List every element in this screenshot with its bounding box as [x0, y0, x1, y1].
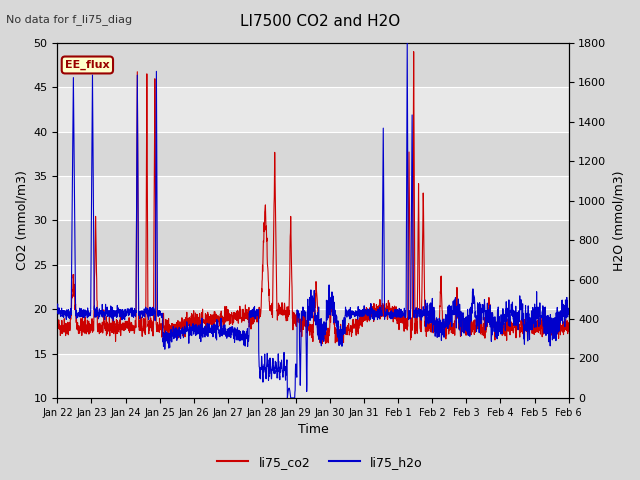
Y-axis label: CO2 (mmol/m3): CO2 (mmol/m3) — [15, 170, 28, 270]
Text: No data for f_li75_diag: No data for f_li75_diag — [6, 14, 132, 25]
Bar — [58, 176, 568, 220]
Legend: li75_co2, li75_h2o: li75_co2, li75_h2o — [212, 451, 428, 474]
Bar — [58, 43, 568, 87]
X-axis label: Time: Time — [298, 423, 328, 436]
Bar — [58, 220, 568, 265]
Bar — [58, 87, 568, 132]
Text: EE_flux: EE_flux — [65, 60, 109, 70]
Text: LI7500 CO2 and H2O: LI7500 CO2 and H2O — [240, 14, 400, 29]
Bar — [58, 265, 568, 309]
Bar — [58, 132, 568, 176]
Y-axis label: H2O (mmol/m3): H2O (mmol/m3) — [612, 170, 625, 271]
Bar — [58, 309, 568, 354]
Bar — [58, 354, 568, 398]
